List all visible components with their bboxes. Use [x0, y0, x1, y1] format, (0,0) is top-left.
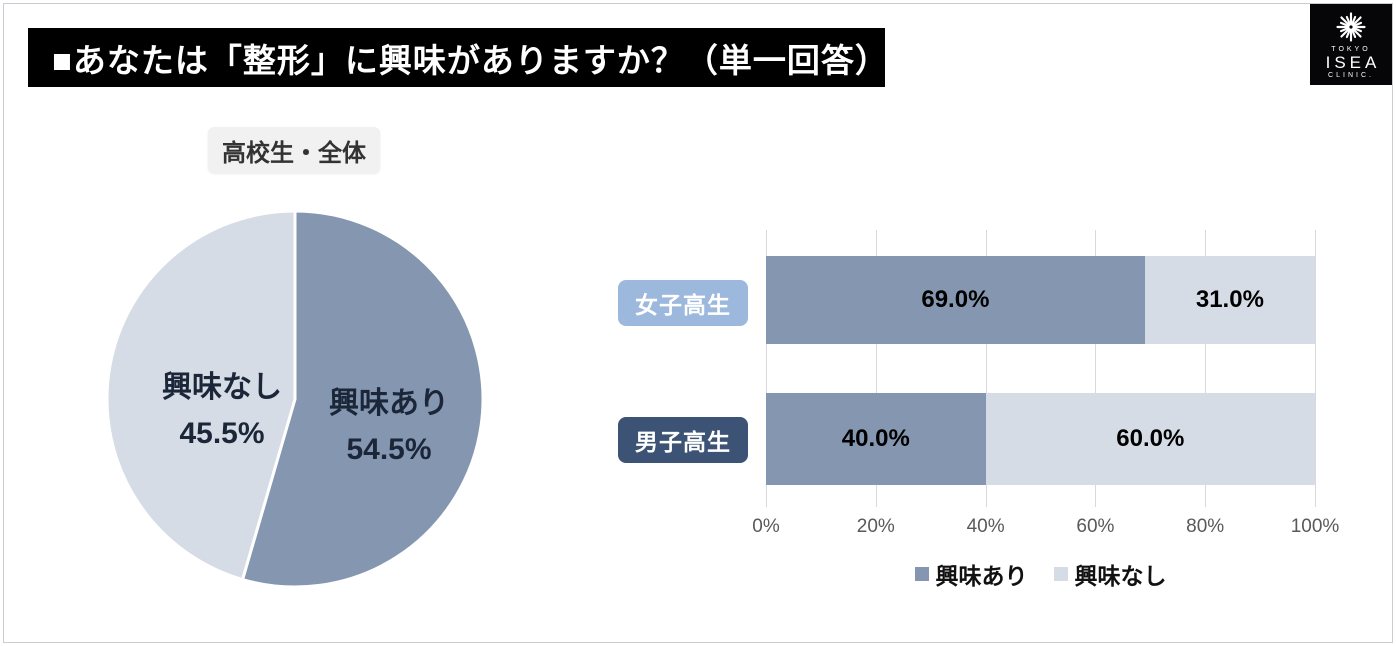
category-chip-girls-label: 女子高生: [635, 292, 731, 318]
x-axis-tick: 80%: [1186, 516, 1225, 537]
pie-section-chip: 高校生・全体: [208, 127, 380, 173]
bar-segment: 40.0%: [766, 393, 986, 485]
logo-name-text: ISEA: [1325, 53, 1381, 72]
legend-swatch-icon: [1053, 567, 1068, 581]
x-axis-tick: 40%: [966, 516, 1005, 537]
category-chip-girls: 女子高生: [618, 280, 748, 326]
bar-chart-plot: 69.0% 31.0% 40.0% 60.0%: [766, 230, 1316, 507]
pie-slice: [241, 209, 485, 589]
gridline: [766, 230, 767, 507]
legend-entry: 興味あり: [914, 557, 1028, 591]
bar-segment: 69.0%: [766, 256, 1145, 344]
starburst-ray: [1352, 26, 1363, 33]
bar-row-girls: 69.0% 31.0%: [766, 256, 1315, 344]
legend-label: 興味なし: [1074, 563, 1167, 589]
category-chip-boys-label: 男子高生: [635, 429, 731, 455]
pie-section-chip-label: 高校生・全体: [222, 139, 366, 167]
gridline: [985, 230, 987, 507]
clinic-logo: TOKYO ISEA CLINIC.: [1310, 4, 1392, 85]
starburst-ray: [1351, 27, 1362, 38]
bar-value-label: 40.0%: [841, 425, 910, 452]
starburst-ray: [1345, 15, 1352, 26]
starburst-ray: [1352, 21, 1363, 28]
pie-chart: 興味なし 45.5% 興味あり 54.5%: [101, 205, 489, 593]
legend-label: 興味あり: [935, 563, 1028, 589]
gridline: [875, 230, 877, 507]
page-title-text: ■あなたは「整形」に興味がありますか？（単一回答）: [52, 41, 889, 79]
x-axis-tick: 20%: [856, 516, 895, 537]
starburst-ray: [1339, 26, 1350, 33]
starburst-ray: [1350, 28, 1357, 39]
gridline: [1205, 230, 1207, 507]
starburst-ray: [1339, 21, 1350, 28]
gridline: [1095, 230, 1097, 507]
legend-swatch-icon: [914, 567, 929, 581]
logo-top-text: TOKYO: [1331, 46, 1371, 53]
bar-value-label: 31.0%: [1195, 286, 1264, 313]
pie-svg: [105, 209, 485, 589]
logo-bottom-text: CLINIC.: [1328, 72, 1374, 79]
legend-entry: 興味なし: [1053, 557, 1167, 591]
bar-value-label: 60.0%: [1116, 425, 1185, 452]
starburst-ray: [1340, 27, 1351, 38]
bar-value-label: 69.0%: [921, 286, 990, 313]
x-axis-tick: 0%: [752, 516, 780, 537]
x-axis-tick: 100%: [1290, 516, 1340, 537]
category-chip-boys: 男子高生: [618, 417, 748, 463]
chart-legend: 興味あり 興味なし: [766, 557, 1315, 591]
bar-segment: 60.0%: [985, 393, 1315, 485]
starburst-ray: [1345, 28, 1352, 39]
starburst-ray: [1340, 16, 1351, 27]
page-title: ■あなたは「整形」に興味がありますか？（単一回答）: [28, 28, 888, 87]
pie-slice: [105, 209, 297, 582]
starburst-ray: [1350, 15, 1357, 26]
x-axis: 0% 20% 40% 60% 80% 100%: [752, 516, 1339, 540]
starburst-icon: [1336, 12, 1366, 42]
bar-row-boys: 40.0% 60.0%: [766, 393, 1315, 485]
gridline: [1315, 230, 1316, 507]
starburst-ray: [1351, 16, 1362, 27]
x-axis-tick: 60%: [1076, 516, 1115, 537]
bar-segment: 31.0%: [1144, 256, 1315, 344]
